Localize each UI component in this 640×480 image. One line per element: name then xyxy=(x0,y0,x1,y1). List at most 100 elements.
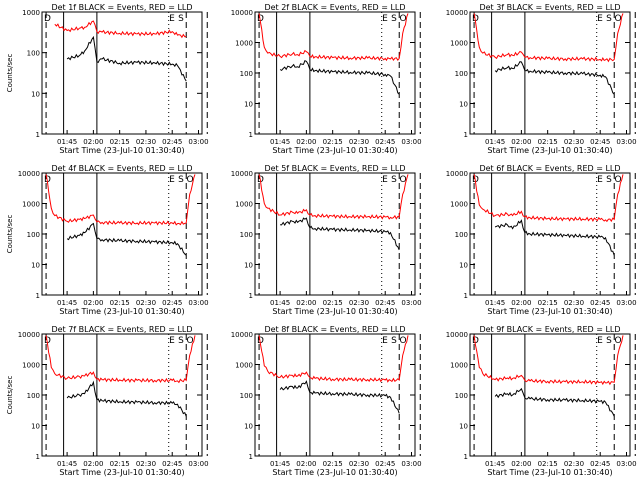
event-annotation: E xyxy=(169,14,175,24)
y-tick-label: 1 xyxy=(249,292,253,300)
event-annotation: S xyxy=(606,175,612,185)
event-annotation: D xyxy=(257,336,264,346)
y-tick-label: 10 xyxy=(244,101,253,109)
y-tick-label: 10000 xyxy=(18,170,40,178)
x-tick-label: 01:45 xyxy=(57,460,77,468)
x-tick-label: 03:00 xyxy=(401,138,421,146)
chart-title: Det 4f BLACK = Events, RED = LLD xyxy=(51,164,192,173)
y-tick-label: 10000 xyxy=(231,170,253,178)
x-tick-label: 02:00 xyxy=(83,299,103,307)
x-tick-label: 02:45 xyxy=(162,138,182,146)
event-annotation: O xyxy=(399,336,406,346)
x-tick-label: 03:00 xyxy=(616,460,636,468)
lld-series-line xyxy=(45,174,196,226)
x-axis-label: Start Time (23-Jul-10 01:30:40) xyxy=(487,146,612,155)
events-series-line xyxy=(494,61,615,95)
y-tick-label: 1000 xyxy=(450,40,468,48)
x-tick-label: 02:45 xyxy=(375,138,395,146)
event-annotation: E xyxy=(597,336,603,346)
x-axis-label: Start Time (23-Jul-10 01:30:40) xyxy=(59,307,184,316)
x-axis-label: Start Time (23-Jul-10 01:30:40) xyxy=(272,146,397,155)
x-tick-label: 03:00 xyxy=(188,460,208,468)
x-tick-label: 02:00 xyxy=(511,460,531,468)
event-annotation: O xyxy=(399,14,406,24)
chart-title: Det 3f BLACK = Events, RED = LLD xyxy=(479,3,620,12)
plot-frame xyxy=(469,11,631,135)
y-axis-label: Counts/sec xyxy=(6,376,14,415)
x-tick-label: 02:00 xyxy=(511,138,531,146)
y-tick-label: 10 xyxy=(244,262,253,270)
events-series-line xyxy=(279,380,400,414)
chart-title: Det 2f BLACK = Events, RED = LLD xyxy=(264,3,405,12)
x-tick-label: 01:45 xyxy=(485,460,505,468)
plot-frame xyxy=(254,333,416,457)
y-tick-label: 100 xyxy=(27,392,40,400)
event-annotation: D xyxy=(472,336,479,346)
x-tick-label: 02:15 xyxy=(538,138,558,146)
plot-frame xyxy=(41,172,203,296)
y-tick-label: 1000 xyxy=(22,201,40,209)
x-tick-label: 01:45 xyxy=(485,299,505,307)
y-tick-label: 1000 xyxy=(235,201,253,209)
y-tick-label: 10000 xyxy=(18,331,40,339)
lld-series-line xyxy=(258,13,409,62)
x-tick-label: 02:00 xyxy=(511,299,531,307)
x-tick-label: 02:00 xyxy=(83,460,103,468)
y-tick-label: 1000 xyxy=(235,362,253,370)
chart-title: Det 5f BLACK = Events, RED = LLD xyxy=(264,164,405,173)
x-tick-label: 02:00 xyxy=(296,138,316,146)
x-tick-label: 02:30 xyxy=(564,138,584,146)
events-series-line xyxy=(66,380,187,417)
lld-series-line xyxy=(258,335,409,383)
plot-frame xyxy=(41,333,203,457)
event-annotation: E xyxy=(382,175,388,185)
y-tick-label: 10 xyxy=(31,90,40,98)
x-tick-label: 02:00 xyxy=(83,138,103,146)
lld-series-line xyxy=(258,174,409,220)
y-tick-label: 10 xyxy=(31,423,40,431)
event-annotation: E xyxy=(382,336,388,346)
chart-panel: Det 3f BLACK = Events, RED = LLD 1 10 100 10… xyxy=(446,3,637,155)
x-tick-label: 02:30 xyxy=(136,138,156,146)
chart-panel: Det 1f BLACK = Events, RED = LLD 1 10 100 10… xyxy=(6,3,209,155)
y-tick-label: 1 xyxy=(249,453,253,461)
x-tick-label: 02:30 xyxy=(349,460,369,468)
y-tick-label: 10 xyxy=(459,423,468,431)
y-tick-label: 10 xyxy=(244,423,253,431)
event-annotation: E xyxy=(597,14,603,24)
y-tick-label: 100 xyxy=(455,392,468,400)
event-annotation: O xyxy=(186,175,193,185)
y-tick-label: 10 xyxy=(459,101,468,109)
lld-series-line xyxy=(473,174,624,223)
y-tick-label: 100 xyxy=(240,392,253,400)
lld-series-line xyxy=(45,335,196,384)
y-tick-label: 100 xyxy=(455,231,468,239)
x-tick-label: 02:00 xyxy=(296,460,316,468)
x-tick-label: 02:45 xyxy=(375,460,395,468)
chart-panel: Det 7f BLACK = Events, RED = LLD 1 10 100 10… xyxy=(6,325,209,477)
y-tick-label: 100 xyxy=(27,50,40,58)
events-series-line xyxy=(494,219,615,256)
y-tick-label: 10000 xyxy=(446,9,468,17)
y-tick-label: 1000 xyxy=(22,362,40,370)
chart-panel: Det 9f BLACK = Events, RED = LLD 1 10 100 10… xyxy=(446,325,637,477)
y-tick-label: 1 xyxy=(464,292,468,300)
events-series-line xyxy=(66,222,187,256)
chart-panel: Det 2f BLACK = Events, RED = LLD 1 10 100 10… xyxy=(231,3,422,155)
chart-panel: Det 5f BLACK = Events, RED = LLD 1 10 100 10… xyxy=(231,164,422,316)
event-annotation: E xyxy=(382,14,388,24)
events-series-line xyxy=(279,60,400,95)
y-tick-label: 10 xyxy=(31,262,40,270)
plot-frame xyxy=(254,11,416,135)
x-tick-label: 02:30 xyxy=(349,299,369,307)
chart-title: Det 1f BLACK = Events, RED = LLD xyxy=(51,3,192,12)
y-tick-label: 1 xyxy=(249,131,253,139)
y-axis-label: Counts/sec xyxy=(6,54,14,93)
y-tick-label: 10 xyxy=(459,262,468,270)
plot-frame xyxy=(469,333,631,457)
x-tick-label: 02:30 xyxy=(349,138,369,146)
lld-series-line xyxy=(473,13,624,63)
y-tick-label: 100 xyxy=(27,231,40,239)
x-axis-label: Start Time (23-Jul-10 01:30:40) xyxy=(272,307,397,316)
x-tick-label: 02:30 xyxy=(136,299,156,307)
